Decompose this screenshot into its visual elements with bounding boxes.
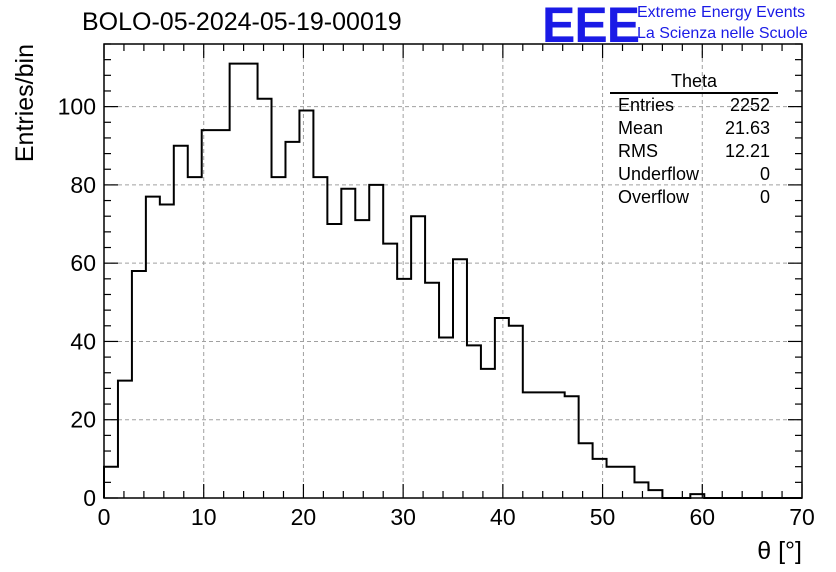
histogram-series-line	[103, 62, 802, 499]
logo-tagline-2: La Scienza nelle Scuole	[637, 25, 808, 42]
y-tick-label: 80	[70, 172, 96, 198]
histogram-bin	[160, 204, 174, 498]
histogram-bin	[258, 99, 272, 498]
histogram-bin	[411, 216, 425, 498]
y-tick-label: 0	[83, 485, 96, 511]
stats-box: Theta Entries 2252 Mean 21.63 RMS 12.21 Und…	[610, 70, 778, 209]
x-tick-label: 20	[291, 504, 317, 530]
stats-label: Overflow	[618, 187, 690, 207]
x-tick-label: 40	[490, 504, 516, 530]
histogram-bin	[593, 459, 607, 498]
histogram-bin	[481, 369, 495, 498]
histogram-bin	[439, 338, 453, 498]
histogram-bin	[537, 392, 551, 498]
histogram-bin	[355, 220, 369, 498]
x-tick-label: 30	[390, 504, 416, 530]
stats-value: 0	[759, 187, 770, 207]
histogram-bin	[132, 271, 146, 498]
histogram-bin	[690, 494, 704, 498]
logo-tagline-1: Extreme Energy Events	[637, 4, 806, 21]
histogram-bin	[299, 111, 313, 498]
x-tick-label: 50	[590, 504, 616, 530]
stats-value: 12.21	[724, 141, 770, 161]
x-tick-label: 0	[98, 504, 111, 530]
histogram-bin	[341, 189, 355, 498]
stats-row-entries: Entries 2252	[610, 94, 778, 117]
stats-title: Theta	[610, 70, 778, 94]
histogram-bin	[551, 392, 565, 498]
histogram-bin	[579, 443, 593, 498]
x-tick-label: 10	[191, 504, 217, 530]
x-tick-label: 70	[789, 504, 815, 530]
y-tick-label: 100	[58, 94, 96, 120]
histogram-bin	[174, 146, 188, 498]
histogram-bin	[230, 64, 244, 498]
stats-row-underflow: Underflow 0	[610, 163, 778, 186]
histogram-bin	[467, 345, 481, 498]
histogram-bin	[648, 490, 662, 498]
y-tick-label: 40	[70, 328, 96, 354]
histogram-bin	[565, 396, 579, 498]
histogram-bin	[634, 482, 648, 498]
histogram-bin	[188, 177, 202, 498]
histogram-bin	[118, 381, 132, 498]
histogram-bin	[523, 392, 537, 498]
histogram-bin	[285, 142, 299, 498]
stats-row-overflow: Overflow 0	[610, 186, 778, 209]
y-axis-label: Entries/bin	[11, 44, 39, 162]
histogram-bin	[397, 279, 411, 498]
histogram-bin	[607, 467, 621, 498]
histogram-bin	[313, 177, 327, 498]
histogram-bin	[216, 130, 230, 498]
run-title: BOLO-05-2024-05-19-00019	[82, 8, 402, 36]
histogram-bin	[453, 259, 467, 498]
histogram-bin	[327, 224, 341, 498]
y-tick-label: 60	[70, 250, 96, 276]
stats-label: Underflow	[618, 164, 700, 184]
eee-logo: EEE	[542, 0, 640, 53]
histogram-bin	[244, 64, 258, 498]
stats-value: 2252	[729, 95, 770, 115]
histogram-bin	[495, 318, 509, 498]
histogram-bin	[509, 326, 523, 498]
stats-value: 0	[759, 164, 770, 184]
x-tick-label: 60	[689, 504, 715, 530]
stats-value: 21.63	[724, 118, 770, 138]
histogram-bin	[425, 283, 439, 498]
plot-frame	[103, 43, 803, 499]
histogram-bin	[272, 177, 286, 498]
histogram-bin	[369, 185, 383, 498]
stats-label: Entries	[618, 95, 675, 115]
histogram-bin	[383, 244, 397, 498]
y-tick-label: 20	[70, 407, 96, 433]
histogram-bin	[202, 130, 216, 498]
stats-row-rms: RMS 12.21	[610, 140, 778, 163]
stats-label: RMS	[618, 141, 658, 161]
x-axis-label: θ [°]	[757, 537, 802, 565]
stats-label: Mean	[618, 118, 664, 138]
histogram-bin	[621, 467, 635, 498]
histogram-bin	[104, 467, 118, 498]
stats-row-mean: Mean 21.63	[610, 117, 778, 140]
histogram-bin	[146, 197, 160, 498]
